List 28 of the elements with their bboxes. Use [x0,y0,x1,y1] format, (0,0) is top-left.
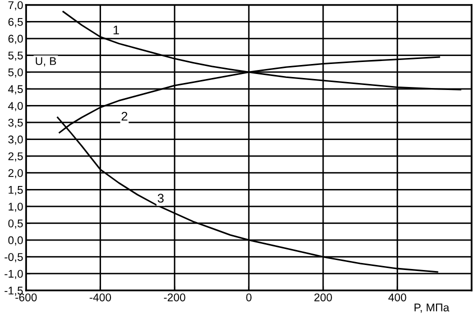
y-tick-label: 4,0 [8,102,23,112]
y-tick-label: 3,0 [8,136,23,145]
series-label: 3 [158,194,164,203]
y-tick-label: 6,5 [8,18,23,28]
y-tick-label: -1,0 [4,270,23,280]
y-tick-label: 7,0 [8,1,23,10]
y-tick-label: 1,5 [8,186,23,196]
x-tick-label: -200 [164,293,186,302]
y-tick-label: 5,5 [8,52,23,61]
x-tick-label: -400 [90,293,112,302]
y-tick-label: -1,5 [4,286,23,296]
x-tick-label: 400 [388,293,406,302]
y-tick-label: 4,5 [8,85,23,94]
y-tick-label: 6,0 [8,34,23,44]
y-tick-label: 5,0 [8,68,23,78]
y-tick-label: 3,5 [8,118,23,128]
y-tick-label: 0,0 [8,236,23,246]
y-tick-label: 0,5 [8,220,23,229]
series-label: 1 [114,26,119,34]
y-axis-title: U, В [36,57,56,66]
y-tick-label: 2,0 [8,169,23,178]
y-tick-label: 1,0 [8,202,23,212]
y-tick-label: 2,5 [8,152,23,162]
y-tick-label: -0,5 [4,253,23,262]
series-label: 2 [122,112,128,121]
x-axis-title: P, МПа [414,304,450,313]
x-tick-label: 200 [314,293,332,302]
x-tick-label: 0 [246,293,252,302]
